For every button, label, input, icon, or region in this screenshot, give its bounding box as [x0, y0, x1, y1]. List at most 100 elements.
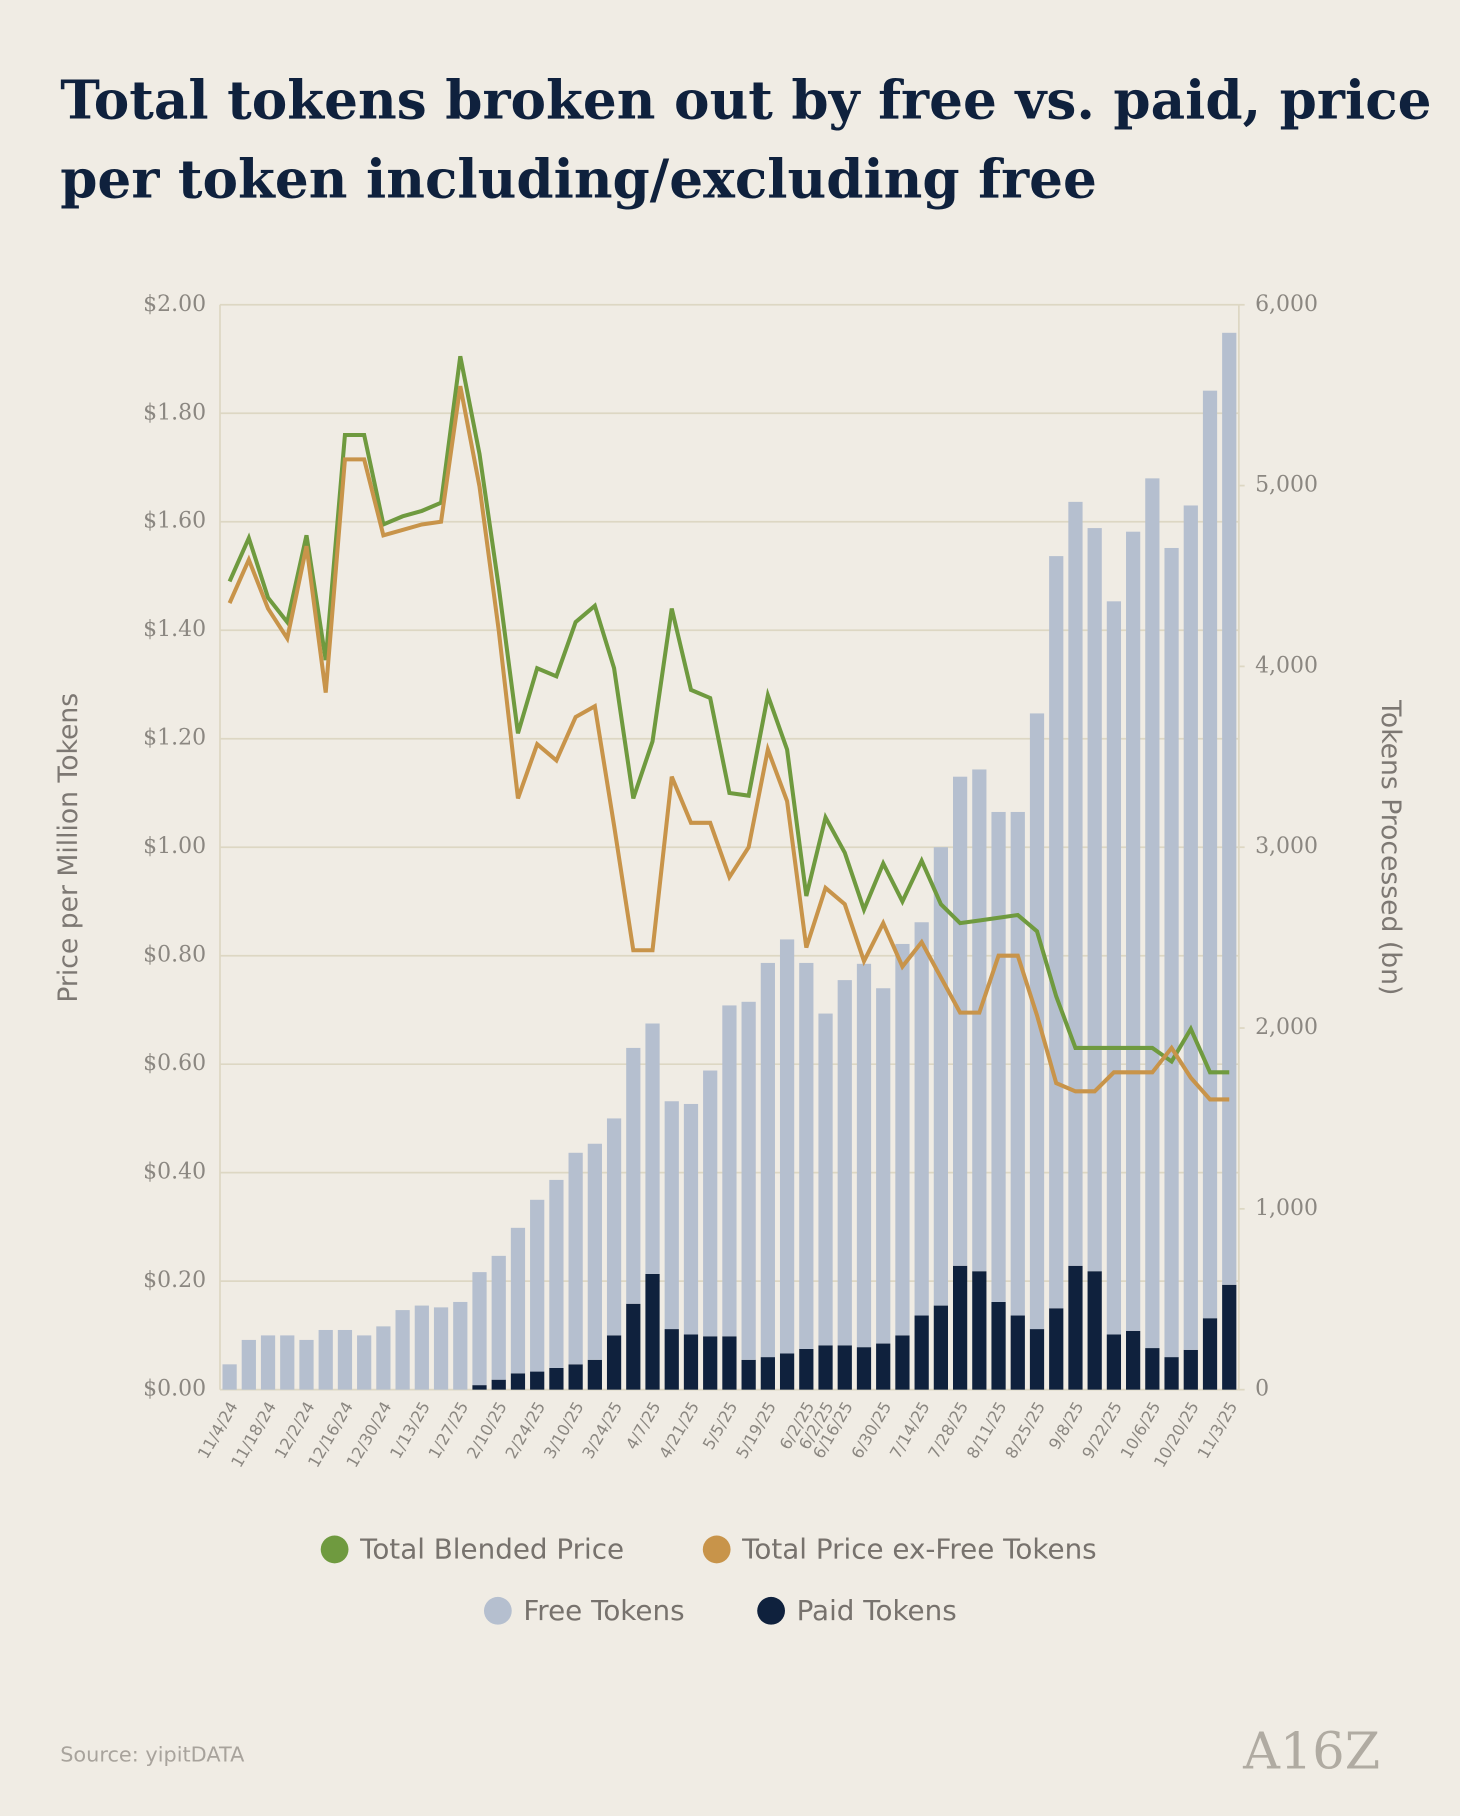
bar: [1010, 1315, 1025, 1390]
bar: [626, 1047, 641, 1304]
legend-label: Total Price ex-Free Tokens: [741, 1533, 1096, 1566]
bar: [952, 776, 968, 1266]
bar: [952, 1265, 968, 1390]
bar: [280, 1335, 295, 1390]
legend-swatch: [757, 1596, 785, 1625]
bar: [1068, 501, 1083, 1266]
y2-tick-label: 2,000: [1255, 1015, 1318, 1040]
bar: [626, 1303, 641, 1390]
bar: [856, 963, 872, 1348]
bar: [1106, 601, 1122, 1335]
bar: [1049, 1308, 1064, 1390]
bar: [260, 1335, 276, 1390]
bar: [1145, 478, 1160, 1349]
bar: [972, 769, 987, 1272]
bar: [1222, 1284, 1237, 1390]
bar: [606, 1335, 622, 1390]
bar: [895, 1335, 910, 1390]
bar: [683, 1334, 699, 1390]
bar: [933, 1305, 948, 1390]
y-tick-label: $0.80: [143, 943, 206, 968]
bar: [722, 1336, 737, 1390]
bar: [779, 1353, 795, 1390]
bar: [1183, 1349, 1198, 1390]
bar: [1126, 1330, 1141, 1390]
bar: [357, 1335, 372, 1390]
bar: [703, 1070, 718, 1337]
y-tick-label: $1.80: [143, 400, 206, 425]
bar: [837, 1345, 852, 1390]
line: [227, 385, 1230, 1102]
y-tick-label: $0.40: [143, 1160, 206, 1185]
bar: [299, 1339, 314, 1390]
bar: [799, 1348, 814, 1390]
bar: [933, 847, 948, 1306]
y-tick-label: $1.00: [143, 834, 206, 859]
y-tick-label: $1.60: [143, 509, 206, 534]
legend-label: Free Tokens: [523, 1594, 684, 1627]
bar: [530, 1371, 545, 1390]
bar: [1106, 1334, 1122, 1390]
bar: [760, 1357, 775, 1390]
bar: [549, 1367, 564, 1390]
bar: [914, 1315, 929, 1390]
chart-title: per token including/excluding free: [60, 147, 1097, 210]
bar: [799, 962, 814, 1349]
source: Source: yipitDATA: [60, 1743, 245, 1767]
bar: [837, 980, 852, 1346]
logo: A16Z: [1242, 1723, 1380, 1782]
y-tick-label: $1.40: [143, 617, 206, 642]
bar: [741, 1001, 756, 1360]
bar: [1049, 556, 1064, 1309]
bar: [549, 1179, 564, 1368]
y-axis-title: Price per Million Tokens: [53, 693, 84, 1003]
bar: [1145, 1348, 1160, 1390]
bar: [645, 1023, 660, 1274]
legend-swatch: [320, 1535, 349, 1564]
bar: [318, 1329, 333, 1390]
bar: [491, 1255, 506, 1380]
bar: [222, 1364, 237, 1390]
bar: [1126, 531, 1141, 1331]
bar: [472, 1272, 487, 1386]
y2-tick-label: 3,000: [1255, 834, 1318, 859]
bar: [991, 1301, 1006, 1390]
bar: [856, 1347, 872, 1390]
bar: [568, 1364, 583, 1390]
bar: [491, 1379, 506, 1390]
y-tick-label: $0.60: [143, 1051, 206, 1076]
y2-tick-label: 4,000: [1255, 653, 1318, 678]
bar: [1087, 528, 1102, 1272]
y2-tick-label: 1,000: [1255, 1196, 1318, 1221]
bar: [587, 1359, 602, 1390]
y-tick-label: $0.20: [143, 1268, 206, 1293]
bar: [703, 1336, 718, 1390]
bar: [991, 811, 1006, 1302]
bar: [1029, 1329, 1045, 1390]
bar: [664, 1101, 679, 1330]
bar: [530, 1199, 545, 1372]
bar: [414, 1305, 429, 1390]
bar: [510, 1227, 526, 1374]
bar: [395, 1310, 410, 1390]
bar: [818, 1345, 833, 1390]
bar: [876, 1343, 891, 1390]
line: [227, 355, 1230, 1075]
bar: [818, 1013, 833, 1346]
bar: [1222, 332, 1237, 1285]
bar: [760, 962, 775, 1358]
y-tick-label: $1.20: [143, 726, 206, 751]
bar: [1087, 1271, 1102, 1390]
y-tick-label: $0.00: [143, 1377, 206, 1402]
bar: [472, 1385, 487, 1390]
bar: [587, 1143, 602, 1360]
bar: [337, 1329, 353, 1390]
bar: [1068, 1265, 1083, 1390]
bar: [606, 1118, 622, 1336]
bar: [972, 1271, 987, 1390]
bar: [876, 988, 891, 1344]
bar: [722, 1005, 737, 1337]
y2-tick-label: 0: [1255, 1377, 1269, 1402]
